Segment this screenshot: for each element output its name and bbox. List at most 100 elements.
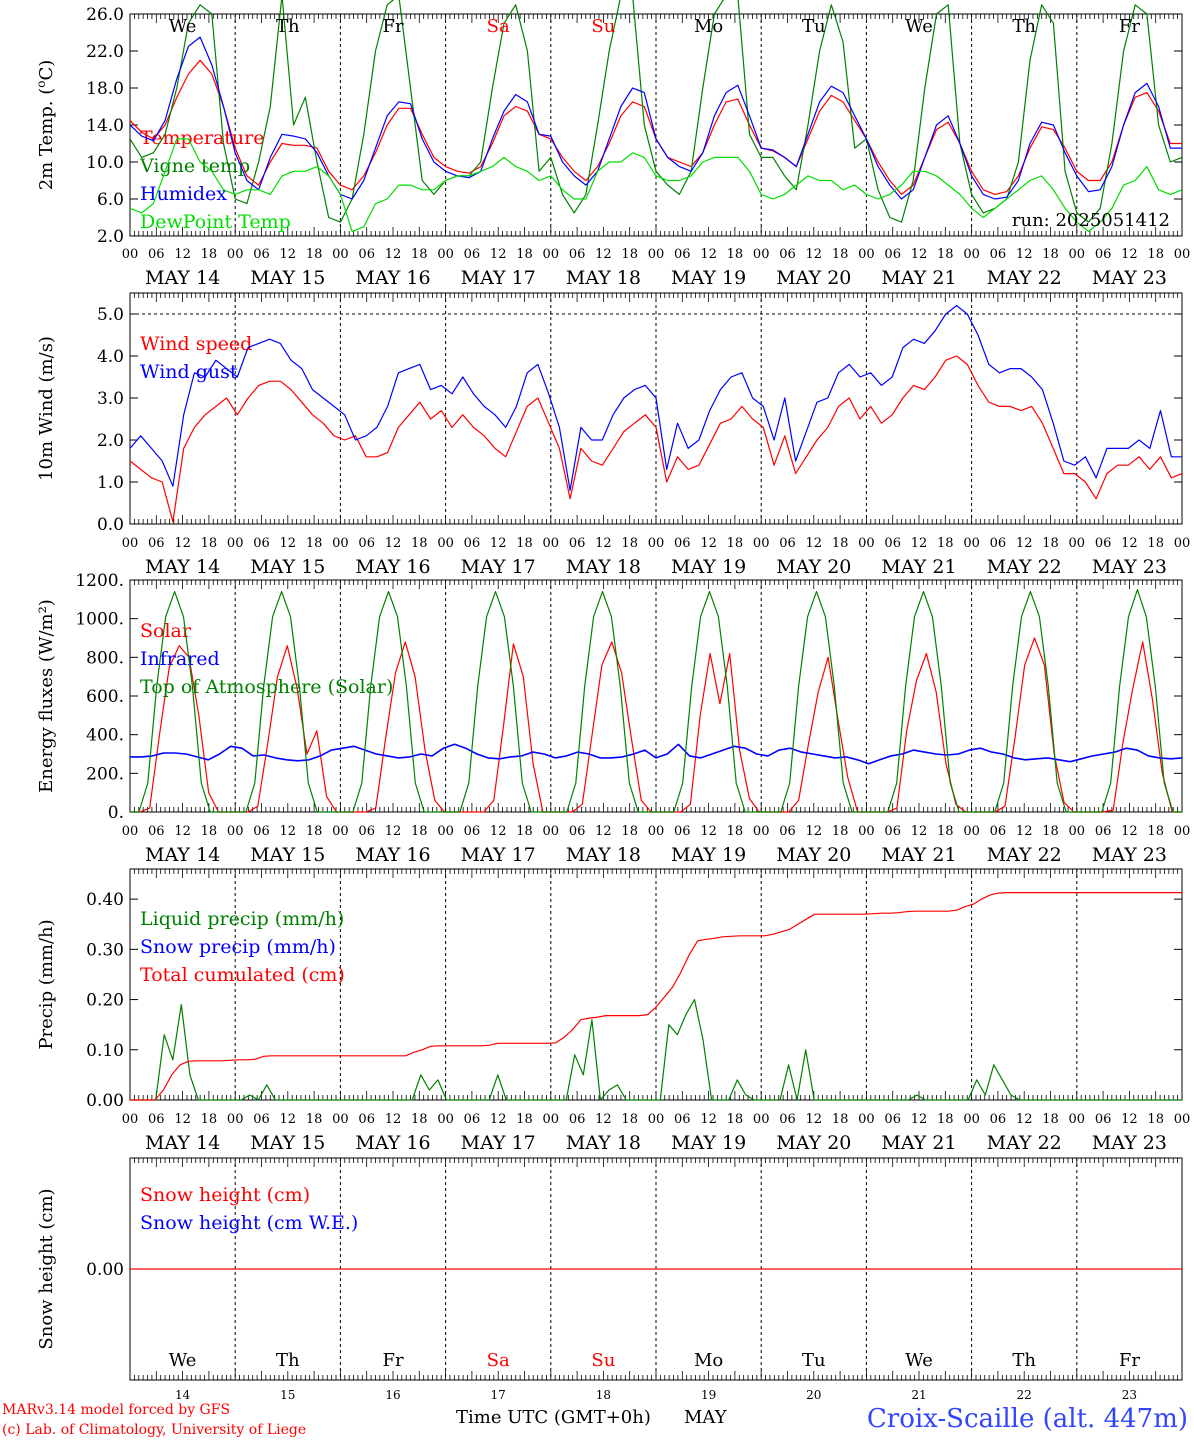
- x-tick-label: 00: [227, 1112, 244, 1127]
- weekday-label: Tu: [802, 1350, 826, 1371]
- date-label: MAY 14: [145, 267, 220, 289]
- y-tick-label: 200.: [86, 764, 124, 784]
- panel-3: 1200. 1000. 800. 600. 400. 200. 0. Energy fluxe…: [36, 571, 1190, 866]
- x-tick-label: 18: [516, 1112, 533, 1127]
- x-tick-label: 00: [648, 536, 665, 551]
- x-tick-label: 00: [122, 536, 139, 551]
- x-tick-label: 00: [1174, 536, 1191, 551]
- series-line-blue: [129, 36, 1182, 200]
- x-tick-label: 12: [490, 536, 507, 551]
- x-tick-label: 12: [174, 536, 191, 551]
- x-tick-label: 06: [253, 1112, 270, 1127]
- y-tick-label: 0.40: [86, 890, 124, 910]
- date-label: MAY 17: [461, 267, 536, 289]
- date-label: MAY 22: [987, 267, 1062, 289]
- x-tick-label: 00: [437, 536, 454, 551]
- x-tick-label: 00: [858, 536, 875, 551]
- weekday-label: Fr: [1119, 1350, 1140, 1371]
- x-tick-label: 06: [884, 1112, 901, 1127]
- day-number-label: 17: [491, 1388, 506, 1402]
- x-tick-label: 12: [385, 247, 402, 262]
- weekday-label: We: [169, 16, 197, 37]
- date-label: MAY 16: [355, 267, 430, 289]
- legend-entry: Liquid precip (mm/h): [140, 908, 344, 930]
- x-tick-label: 12: [1016, 824, 1033, 839]
- x-tick-label: 06: [779, 247, 796, 262]
- date-label: MAY 19: [671, 844, 746, 866]
- x-tick-label: 06: [253, 536, 270, 551]
- x-tick-label: 12: [385, 536, 402, 551]
- x-tick-label: 06: [569, 536, 586, 551]
- y-axis-label: Energy fluxes (W/m²): [36, 599, 57, 793]
- x-tick-label: 06: [464, 1112, 481, 1127]
- x-tick-label: 18: [621, 1112, 638, 1127]
- x-tick-label: 12: [806, 536, 823, 551]
- day-number-label: 15: [280, 1388, 295, 1402]
- panels: 26.0 22.0 18.0 14.0 10.0 6.0 2.0 2m Temp. (oC) T…: [34, 0, 1190, 1402]
- x-tick-label: 06: [358, 1112, 375, 1127]
- x-tick-label: 12: [490, 1112, 507, 1127]
- x-tick-label: 00: [332, 1112, 349, 1127]
- weekday-label: Su: [591, 16, 615, 37]
- x-tick-label: 06: [358, 247, 375, 262]
- legend-entry: Temperature: [140, 127, 264, 149]
- panel-1: 26.0 22.0 18.0 14.0 10.0 6.0 2.0 2m Temp. (oC) T…: [34, 0, 1190, 289]
- date-label: MAY 20: [776, 556, 851, 578]
- date-label: MAY 20: [776, 267, 851, 289]
- x-tick-label: 00: [648, 824, 665, 839]
- run-label: run: 2025051412: [1012, 210, 1170, 231]
- x-tick-label: 06: [358, 536, 375, 551]
- x-tick-label: 00: [1069, 247, 1086, 262]
- x-tick-label: 00: [1174, 247, 1191, 262]
- x-tick-label: 18: [201, 247, 218, 262]
- x-tick-label: 12: [385, 1112, 402, 1127]
- x-tick-label: 00: [1069, 536, 1086, 551]
- y-tick-label: 22.0: [86, 42, 124, 62]
- date-label: MAY 20: [776, 844, 851, 866]
- x-tick-label: 12: [911, 536, 928, 551]
- x-tick-label: 18: [411, 536, 428, 551]
- x-tick-label: 12: [280, 247, 297, 262]
- x-tick-label: 00: [963, 247, 980, 262]
- y-tick-label: 800.: [86, 648, 124, 668]
- panel-5: 0.00 Snow height (cm) Snow height (cm) Snow…: [36, 1157, 1183, 1402]
- date-label: MAY 22: [987, 844, 1062, 866]
- date-label: MAY 15: [250, 1132, 325, 1154]
- x-tick-label: 18: [1147, 1112, 1164, 1127]
- x-tick-label: 18: [306, 1112, 323, 1127]
- x-tick-label: 18: [201, 1112, 218, 1127]
- x-tick-label: 18: [832, 1112, 849, 1127]
- y-tick-label: 0.10: [86, 1041, 124, 1061]
- date-label: MAY 18: [566, 1132, 641, 1154]
- x-tick-label: 00: [858, 824, 875, 839]
- x-tick-label: 12: [911, 1112, 928, 1127]
- legend-entry: Wind speed: [140, 333, 252, 355]
- weekday-label: Su: [591, 1350, 615, 1371]
- legend-entry: Snow height (cm): [140, 1184, 310, 1206]
- x-tick-label: 00: [227, 536, 244, 551]
- x-tick-label: 18: [937, 1112, 954, 1127]
- x-tick-label: 00: [122, 824, 139, 839]
- x-tick-label: 00: [858, 247, 875, 262]
- date-label: MAY 23: [1092, 267, 1167, 289]
- x-tick-label: 12: [911, 247, 928, 262]
- date-label: MAY 18: [566, 556, 641, 578]
- legend-entry: Snow height (cm W.E.): [140, 1212, 358, 1234]
- x-tick-label: 18: [832, 536, 849, 551]
- x-tick-label: 00: [1174, 824, 1191, 839]
- x-axis-title: Time UTC (GMT+0h): [456, 1407, 651, 1428]
- x-tick-label: 00: [753, 824, 770, 839]
- legend-entry: Total cumulated (cm): [140, 964, 345, 986]
- x-tick-label: 12: [490, 247, 507, 262]
- x-tick-label: 06: [674, 247, 691, 262]
- x-tick-label: 06: [1095, 824, 1112, 839]
- y-tick-label: 3.0: [97, 389, 124, 409]
- x-tick-label: 12: [806, 824, 823, 839]
- y-tick-label: 1200.: [75, 571, 124, 591]
- date-label: MAY 18: [566, 267, 641, 289]
- x-tick-label: 06: [253, 247, 270, 262]
- x-tick-label: 06: [779, 1112, 796, 1127]
- date-label: MAY 21: [881, 267, 956, 289]
- legend-entry: Humidex: [140, 183, 227, 205]
- x-tick-label: 18: [621, 247, 638, 262]
